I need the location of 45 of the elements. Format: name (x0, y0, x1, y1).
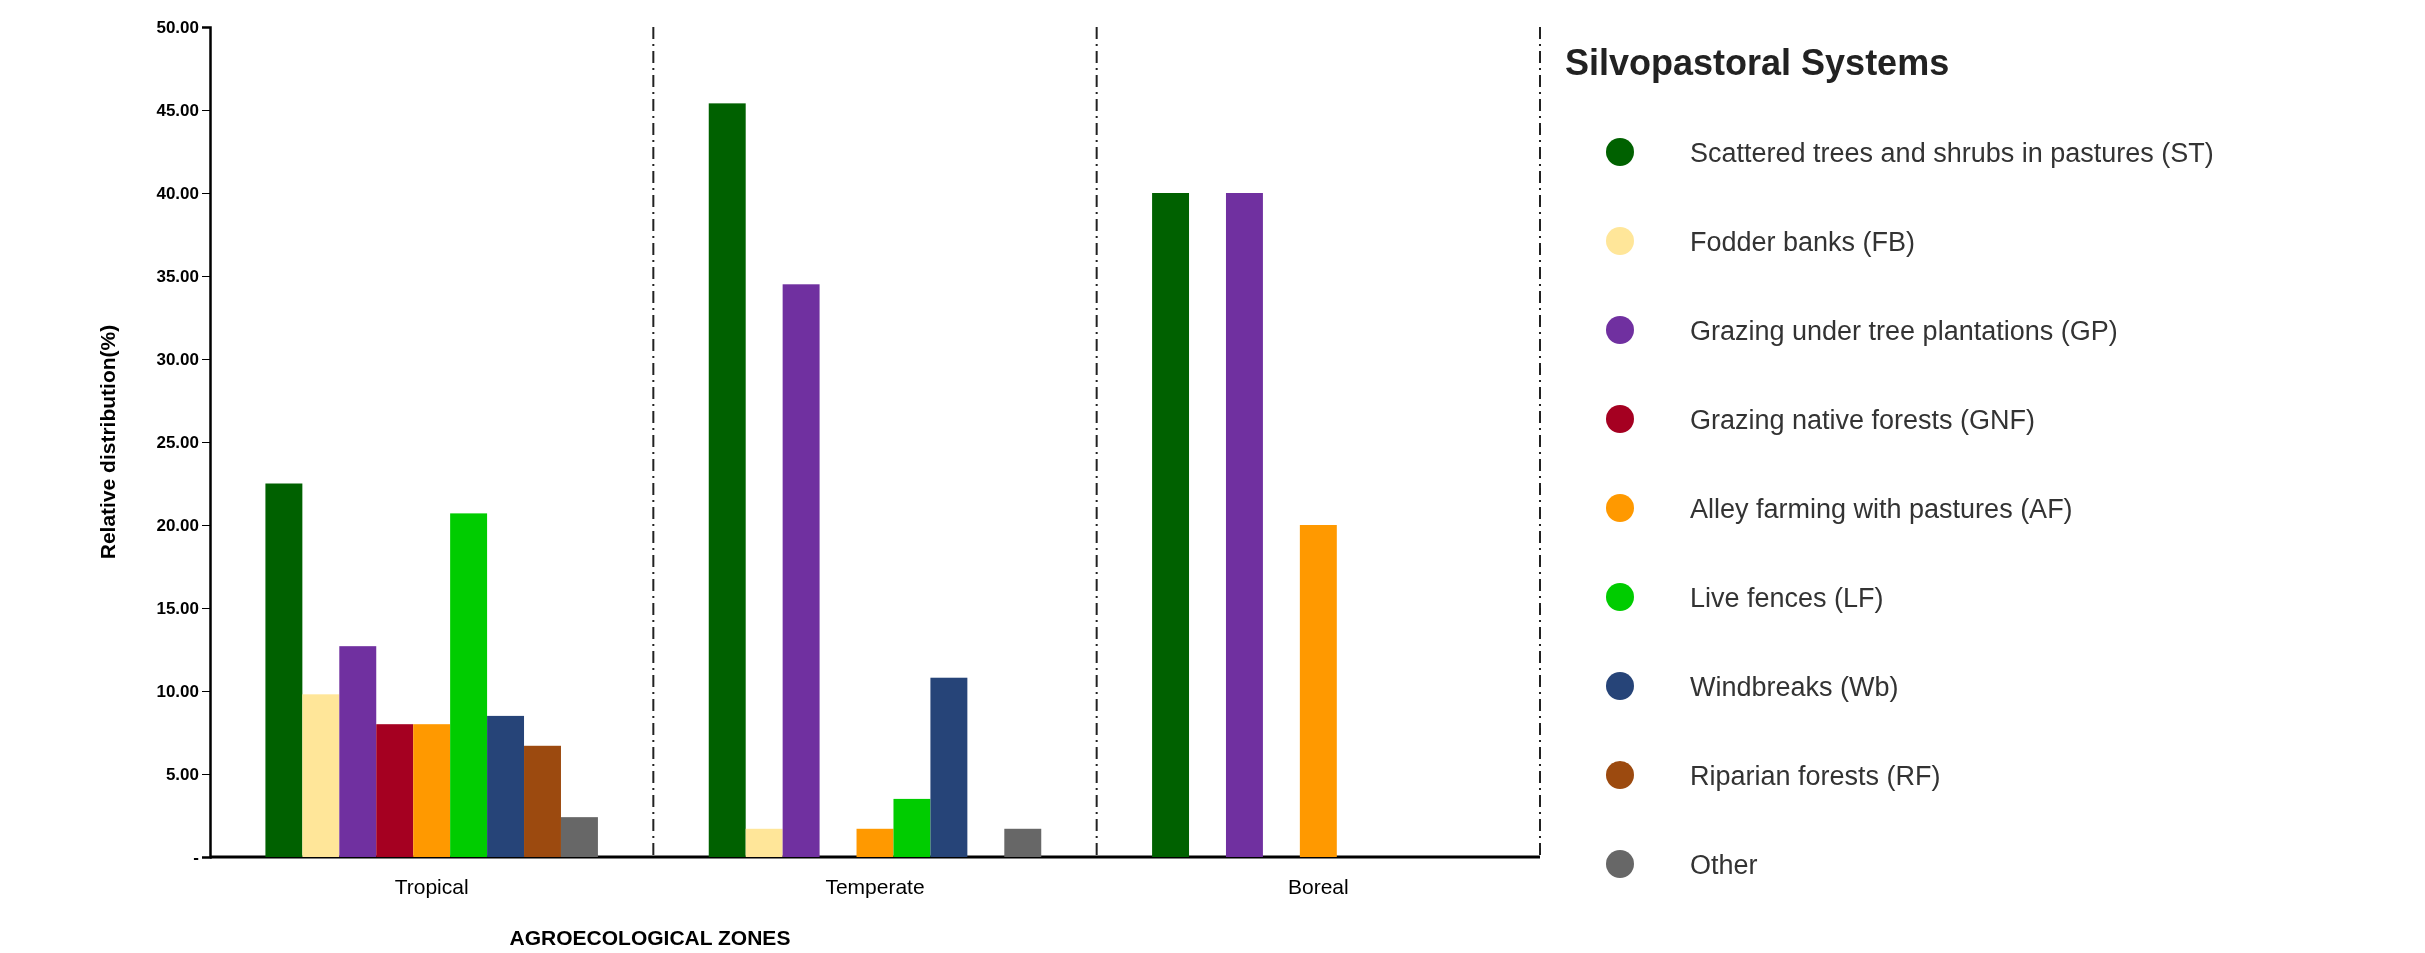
y-tick-label: 10.00 (156, 681, 199, 701)
legend-label: Alley farming with pastures (AF) (1690, 494, 2073, 524)
y-tick-label: 30.00 (156, 349, 199, 369)
legend-label: Grazing native forests (GNF) (1690, 405, 2036, 435)
legend-label: Live fences (LF) (1690, 583, 1884, 613)
bar (745, 828, 783, 857)
legend-label: Scattered trees and shrubs in pastures (ST) (1690, 138, 2214, 168)
bar (1299, 525, 1337, 857)
bar (856, 828, 894, 857)
y-tick-label: 25.00 (156, 432, 199, 452)
legend-label: Fodder banks (FB) (1690, 227, 1916, 257)
y-tick-label: 5.00 (165, 764, 199, 784)
bar (560, 817, 598, 857)
y-tick-label: 15.00 (156, 598, 199, 618)
legend-label: Windbreaks (Wb) (1690, 672, 1899, 702)
bar (487, 715, 525, 857)
bar (376, 724, 414, 857)
legend-label: Grazing under tree plantations (GP) (1690, 316, 2118, 346)
bar (1225, 193, 1263, 857)
x-tick-label: Tropical (394, 874, 469, 898)
x-tick-label: Boreal (1287, 874, 1349, 898)
x-axis-title: AGROECOLOGICAL ZONES (509, 926, 791, 949)
bar (265, 483, 303, 857)
bar (524, 745, 561, 857)
bar (1152, 193, 1190, 857)
y-tick-label: 40.00 (156, 183, 199, 203)
bar (339, 646, 377, 857)
bar (450, 513, 488, 857)
bar (302, 694, 340, 857)
y-tick-label: 20.00 (156, 515, 199, 535)
bar (893, 798, 931, 857)
y-axis-title: Relative distribution(%) (96, 324, 119, 560)
y-tick-label: 45.00 (156, 100, 199, 120)
legend-title: Silvopastoral Systems (1565, 42, 1950, 83)
bar (708, 103, 746, 857)
bar (930, 677, 968, 857)
legend-label: Other (1690, 850, 1758, 880)
bar (782, 284, 820, 857)
legend-label: Riparian forests (RF) (1690, 761, 1941, 791)
y-tick-label: 50.00 (156, 17, 199, 37)
bar (413, 724, 451, 857)
bar (1004, 828, 1042, 857)
x-tick-label: Temperate (825, 874, 925, 898)
y-tick-label: 35.00 (156, 266, 199, 286)
y-tick-label: - (193, 847, 199, 867)
